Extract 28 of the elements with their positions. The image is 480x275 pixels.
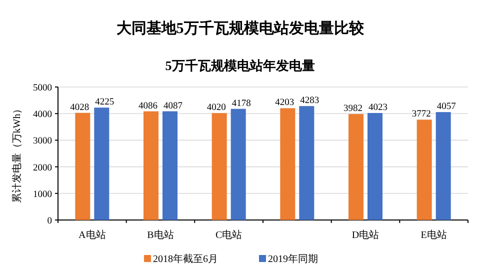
xtick: B电站 <box>147 230 174 241</box>
data-label: 4225 <box>95 98 114 108</box>
subtitle: 5万千瓦规模电站年发电量 <box>165 58 315 73</box>
data-label: 3982 <box>344 104 362 114</box>
ytick: 4000 <box>33 110 52 120</box>
ytick: 2000 <box>33 163 52 174</box>
data-label: 4028 <box>70 102 90 113</box>
xtick: A电站 <box>78 230 106 241</box>
data-label: 4203 <box>275 98 294 108</box>
ytick: 5000 <box>33 84 52 94</box>
data-label: 4283 <box>300 96 320 106</box>
title: 大同基地5万千瓦规模电站发电量比较 <box>116 21 364 37</box>
ylabel: 累计发电量（万kWh） <box>12 104 23 204</box>
xtick: E电站 <box>420 230 447 241</box>
ytick: 3000 <box>33 136 52 147</box>
data-label: 4020 <box>206 103 226 114</box>
legend-label: 2018年截至6月 <box>153 254 218 265</box>
legend-label: 2019年同期 <box>268 254 318 265</box>
data-label: 3772 <box>412 110 431 120</box>
data-label: 4057 <box>436 102 456 112</box>
xtick: D电站 <box>352 230 380 241</box>
data-label: 4178 <box>232 98 251 109</box>
xtick: C电站 <box>216 230 242 241</box>
ytick: 0 <box>47 216 52 226</box>
ytick: 1000 <box>33 190 52 200</box>
data-label: 4087 <box>164 101 182 112</box>
data-label: 4086 <box>138 101 158 112</box>
data-label: 4023 <box>368 103 388 113</box>
